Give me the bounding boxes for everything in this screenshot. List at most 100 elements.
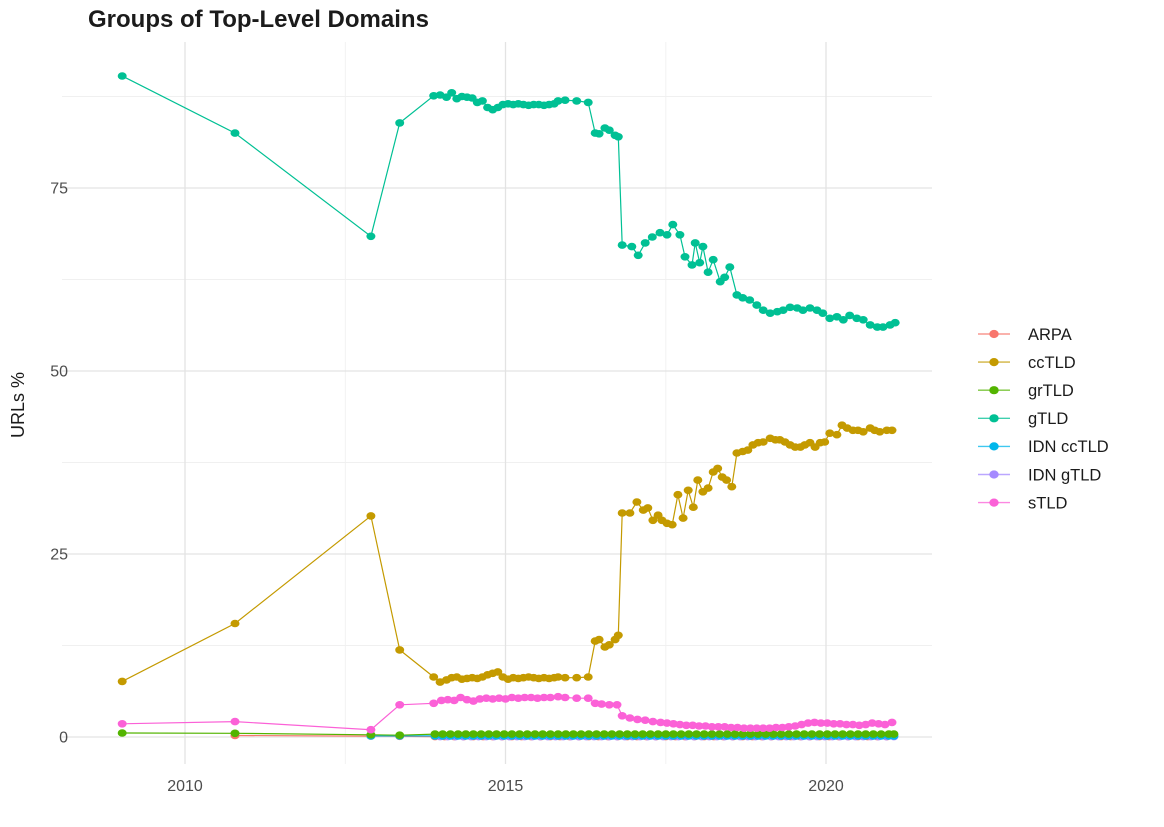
- legend-key-dot-cctld: [989, 358, 999, 367]
- data-point-grtld: [722, 730, 732, 738]
- data-point-gtld: [703, 268, 713, 277]
- data-point-stld: [366, 725, 376, 734]
- data-point-gtld: [604, 126, 614, 134]
- data-point-cctld: [832, 430, 842, 439]
- data-point-stld: [604, 701, 614, 709]
- data-point-gtld: [890, 318, 900, 327]
- data-point-stld: [707, 723, 717, 731]
- data-point-cctld: [572, 673, 582, 682]
- legend-item-arpa: ARPA: [978, 326, 1072, 344]
- legend-label-idn-cctld: IDN ccTLD: [1028, 438, 1109, 456]
- data-point-gtld: [725, 263, 735, 271]
- data-point-grtld: [815, 730, 825, 738]
- data-point-grtld: [568, 730, 578, 738]
- data-point-grtld: [684, 730, 694, 738]
- data-point-cctld: [230, 619, 240, 628]
- data-point-gtld: [447, 89, 457, 97]
- data-point-cctld: [648, 516, 658, 525]
- legend-label-grtld: grTLD: [1028, 382, 1074, 400]
- legend-label-cctld: ccTLD: [1028, 354, 1076, 372]
- legend-key-dot-gtld: [989, 414, 999, 423]
- data-point-stld: [640, 716, 650, 724]
- data-point-cctld: [553, 673, 563, 681]
- legend-label-gtld: gTLD: [1028, 410, 1068, 428]
- data-point-grtld: [538, 730, 548, 738]
- data-point-grtld: [230, 729, 240, 738]
- data-point-gtld: [477, 97, 487, 105]
- legend-label-idn-gtld: IDN gTLD: [1028, 466, 1101, 484]
- legend-key-dot-arpa: [989, 329, 999, 339]
- series-line-gtld: [121, 75, 896, 328]
- legend-key-dot-idn-cctld: [989, 442, 999, 451]
- data-point-gtld: [613, 133, 623, 141]
- data-point-cctld: [887, 426, 897, 435]
- data-point-grtld: [468, 730, 478, 738]
- y-tick-label: 75: [50, 181, 68, 198]
- data-point-grtld: [838, 730, 848, 738]
- data-point-grtld: [430, 730, 440, 738]
- data-point-cctld: [678, 514, 688, 522]
- data-point-cctld: [667, 520, 677, 529]
- legend-item-cctld: ccTLD: [978, 354, 1076, 372]
- data-point-gtld: [553, 97, 563, 105]
- data-point-grtld: [738, 730, 748, 738]
- data-point-gtld: [798, 306, 808, 315]
- legend-label-arpa: ARPA: [1028, 326, 1072, 344]
- data-point-stld: [230, 717, 240, 726]
- x-tick-label: 2010: [167, 778, 203, 795]
- data-point-gtld: [878, 323, 888, 331]
- legend-key-dot-idn-gtld: [989, 470, 999, 479]
- data-point-stld: [758, 724, 768, 732]
- x-tick-label: 2020: [808, 778, 844, 795]
- data-point-cctld: [713, 464, 723, 473]
- data-point-grtld: [499, 730, 509, 738]
- data-point-cctld: [743, 446, 753, 454]
- data-point-cctld: [617, 509, 627, 517]
- data-point-stld: [560, 693, 570, 702]
- data-point-grtld: [868, 730, 878, 738]
- data-point-cctld: [673, 490, 683, 499]
- data-point-grtld: [768, 730, 778, 738]
- data-point-grtld: [745, 730, 755, 738]
- data-point-grtld: [707, 730, 717, 738]
- data-point-gtld: [627, 242, 637, 251]
- data-point-cctld: [820, 438, 830, 446]
- data-point-cctld: [493, 668, 503, 676]
- legend-item-idn-gtld: IDN gTLD: [978, 466, 1101, 484]
- data-point-gtld: [687, 261, 697, 269]
- data-point-grtld: [638, 730, 648, 738]
- data-point-grtld: [445, 730, 455, 738]
- data-point-grtld: [853, 730, 863, 738]
- data-point-grtld: [676, 730, 686, 738]
- data-point-grtld: [861, 730, 871, 738]
- data-point-grtld: [438, 730, 448, 738]
- data-point-grtld: [876, 730, 886, 738]
- data-point-grtld: [699, 730, 709, 738]
- data-point-grtld: [715, 730, 725, 738]
- data-point-stld: [887, 718, 897, 727]
- data-point-cctld: [722, 476, 732, 484]
- data-point-gtld: [633, 251, 643, 260]
- data-point-cctld: [395, 646, 405, 654]
- data-point-grtld: [561, 730, 571, 738]
- x-tick-label: 2015: [488, 778, 524, 795]
- data-point-stld: [726, 723, 736, 732]
- legend-item-idn-cctld: IDN ccTLD: [978, 438, 1109, 456]
- data-point-grtld: [653, 730, 663, 738]
- data-point-grtld: [584, 730, 594, 738]
- data-point-gtld: [818, 309, 828, 318]
- legend: ARPA ccTLD grTLD gTLD IDN ccTLD IDN gTLD sTLD: [978, 326, 1109, 512]
- data-point-grtld: [668, 730, 678, 738]
- data-point-gtld: [865, 321, 875, 329]
- data-point-grtld: [576, 730, 586, 738]
- data-point-grtld: [692, 730, 701, 738]
- x-axis-tick-labels: 2010 2015 2020: [167, 778, 844, 795]
- data-point-grtld: [515, 730, 525, 738]
- data-point-grtld: [822, 730, 832, 738]
- legend-key-dot-stld: [989, 498, 999, 507]
- data-point-gtld: [366, 232, 376, 241]
- data-point-stld: [429, 699, 439, 708]
- y-tick-label: 25: [50, 547, 68, 564]
- data-point-gtld: [708, 255, 718, 264]
